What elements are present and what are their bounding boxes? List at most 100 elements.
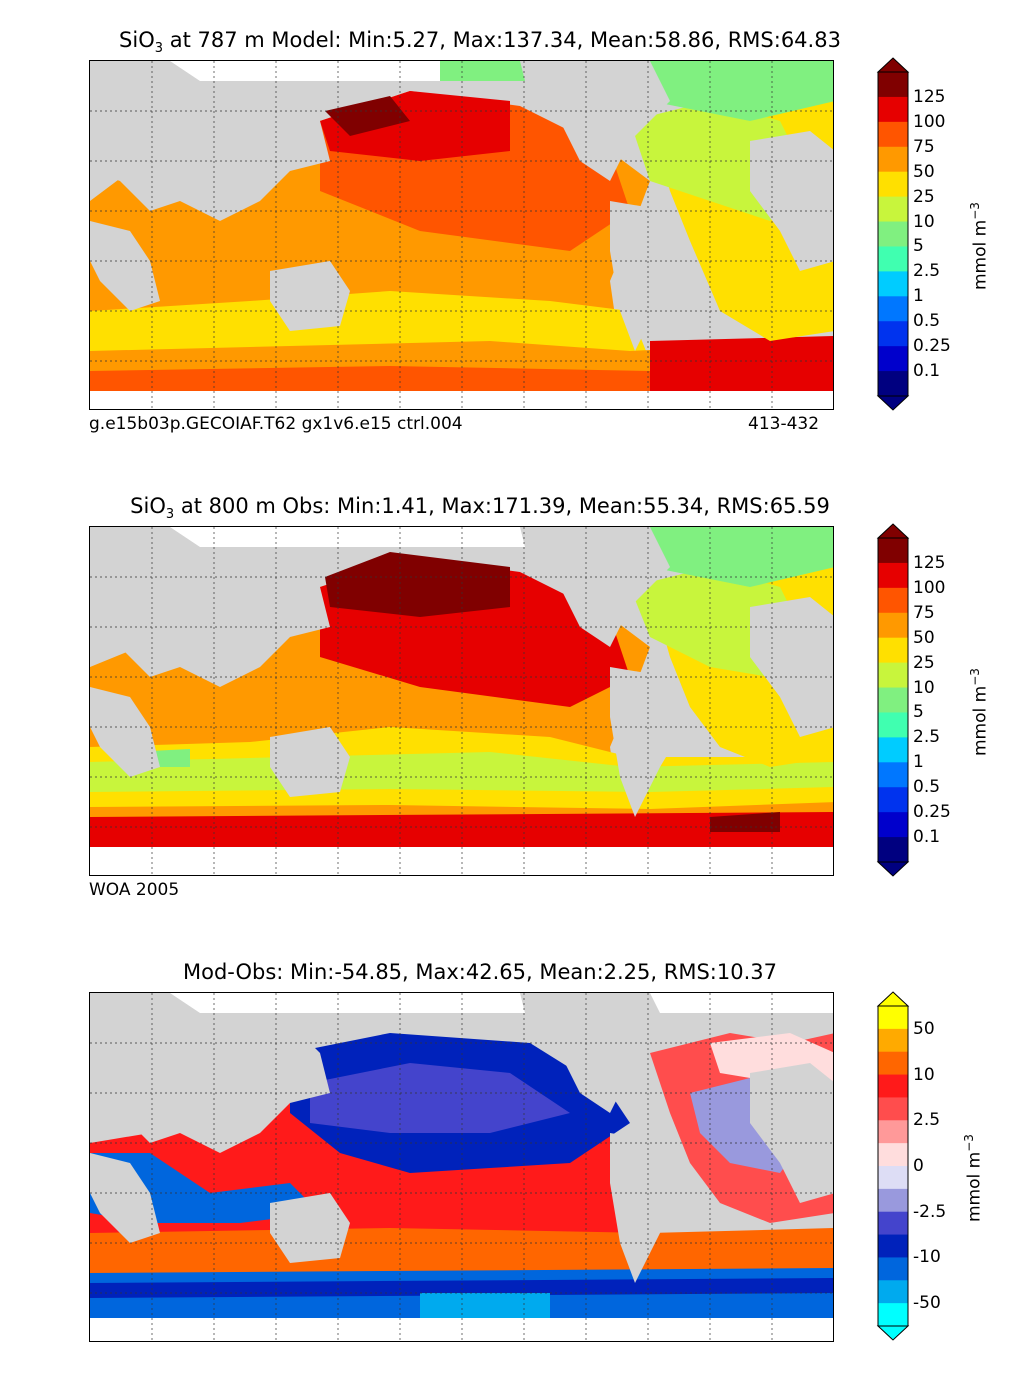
model-colorbar-label-sup: −3 (968, 202, 982, 220)
colorbar-swatch (878, 1006, 908, 1030)
colorbar-swatch (878, 837, 908, 863)
model-map (89, 60, 834, 410)
colorbar-swatch (878, 1028, 908, 1053)
colorbar-tick-label: 2.5 (913, 261, 941, 282)
colorbar-swatch (878, 737, 908, 763)
colorbar-extend-top (876, 523, 910, 539)
colorbar-tick-label: -50 (913, 1293, 941, 1314)
colorbar-swatch (878, 196, 908, 223)
colorbar-tick-label: 50 (913, 627, 935, 648)
diff-map (89, 992, 834, 1342)
colorbar-swatch (878, 296, 908, 322)
colorbar-extend-bottom (876, 1325, 910, 1341)
obs-colorbar-label-text: mmol m (970, 685, 991, 756)
colorbar-tick-label: 50 (913, 161, 935, 182)
colorbar-tick-label: 0 (913, 1156, 924, 1176)
obs-colorbar (876, 523, 910, 877)
obs-map (89, 526, 834, 876)
model-caption-right: 413-432 (748, 414, 820, 434)
colorbar-tick-label: 75 (913, 602, 935, 623)
diff-colorbar-label: mmol m−3 (962, 1134, 985, 1222)
colorbar-tick-label: 100 (913, 577, 946, 598)
model-title-rest: at 787 m Model: Min:5.27, Max:137.34, Me… (163, 28, 841, 52)
colorbar-swatch (878, 538, 908, 564)
colorbar-tick-label: 10 (913, 211, 935, 232)
colorbar-swatch (878, 146, 908, 173)
obs-colorbar-label-sup: −3 (968, 668, 982, 686)
colorbar-tick-label: 125 (913, 86, 946, 107)
obs-title-var: SiO (130, 494, 166, 518)
colorbar-swatch (878, 712, 908, 738)
colorbar-tick-label: 0.5 (913, 777, 941, 798)
colorbar-swatch (878, 1143, 908, 1167)
colorbar-tick-label: 2.5 (913, 727, 941, 748)
model-title: SiO3 at 787 m Model: Min:5.27, Max:137.3… (0, 28, 960, 56)
model-colorbar-label-text: mmol m (970, 219, 991, 290)
colorbar-tick-label: 1 (913, 286, 924, 307)
colorbar-tick-label: 0.1 (913, 827, 941, 848)
diff-colorbar-svg (876, 991, 910, 1341)
colorbar-tick-label: 10 (913, 1064, 935, 1085)
obs-title-rest: at 800 m Obs: Min:1.41, Max:171.39, Mean… (174, 494, 830, 518)
colorbar-swatch (878, 221, 908, 247)
diff-title: Mod-Obs: Min:-54.85, Max:42.65, Mean:2.2… (183, 960, 777, 984)
colorbar-swatch (878, 587, 908, 614)
colorbar-tick-label: 125 (913, 552, 946, 573)
colorbar-tick-label: 2.5 (913, 1110, 941, 1131)
model-colorbar-svg (876, 57, 910, 411)
colorbar-swatch (878, 1188, 908, 1213)
colorbar-swatch (878, 321, 908, 347)
colorbar-tick-label: 0.1 (913, 361, 941, 382)
colorbar-swatch (878, 1234, 908, 1258)
colorbar-tick-label: 10 (913, 677, 935, 698)
model-colorbar (876, 57, 910, 411)
colorbar-swatch (878, 762, 908, 788)
colorbar-swatch (878, 612, 908, 639)
colorbar-swatch (878, 637, 908, 664)
colorbar-swatch (878, 271, 908, 297)
colorbar-swatch (878, 1051, 908, 1076)
colorbar-swatch (878, 687, 908, 713)
obs-colorbar-svg (876, 523, 910, 877)
model-colorbar-label: mmol m−3 (968, 202, 991, 290)
diff-colorbar (876, 991, 910, 1341)
colorbar-swatch (878, 562, 908, 589)
colorbar-tick-label: 5 (913, 702, 924, 723)
model-caption-left: g.e15b03p.GECOIAF.T62 gx1v6.e15 ctrl.004 (89, 414, 463, 434)
colorbar-extend-top (876, 991, 910, 1007)
colorbar-swatch (878, 72, 908, 98)
colorbar-swatch (878, 1280, 908, 1304)
colorbar-swatch (878, 662, 908, 689)
obs-title: SiO3 at 800 m Obs: Min:1.41, Max:171.39,… (0, 494, 960, 522)
model-title-sub: 3 (154, 41, 164, 57)
colorbar-swatch (878, 1097, 908, 1121)
diff-colorbar-label-text: mmol m (964, 1151, 985, 1222)
colorbar-tick-label: 0.25 (913, 802, 951, 823)
colorbar-extend-top (876, 57, 910, 73)
model-title-var: SiO (119, 28, 155, 52)
colorbar-swatch (878, 1074, 908, 1098)
obs-caption-left: WOA 2005 (89, 880, 180, 900)
colorbar-swatch (878, 1120, 908, 1144)
colorbar-swatch (878, 371, 908, 397)
colorbar-extend-bottom (876, 861, 910, 877)
colorbar-swatch (878, 171, 908, 198)
obs-title-sub: 3 (165, 507, 175, 523)
colorbar-tick-label: 1 (913, 752, 924, 773)
colorbar-swatch (878, 787, 908, 813)
colorbar-swatch (878, 1211, 908, 1236)
colorbar-swatch (878, 346, 908, 372)
colorbar-swatch (878, 812, 908, 838)
colorbar-tick-label: 75 (913, 136, 935, 157)
colorbar-tick-label: -10 (913, 1247, 941, 1268)
colorbar-swatch (878, 1303, 908, 1327)
obs-colorbar-label: mmol m−3 (968, 668, 991, 756)
colorbar-extend-bottom (876, 395, 910, 411)
colorbar-swatch (878, 1166, 908, 1190)
colorbar-tick-label: 25 (913, 652, 935, 673)
colorbar-tick-label: -2.5 (913, 1201, 947, 1222)
colorbar-tick-label: 0.25 (913, 336, 951, 357)
diff-colorbar-label-sup: −3 (962, 1134, 976, 1152)
colorbar-tick-label: 100 (913, 111, 946, 132)
colorbar-tick-label: 5 (913, 236, 924, 257)
